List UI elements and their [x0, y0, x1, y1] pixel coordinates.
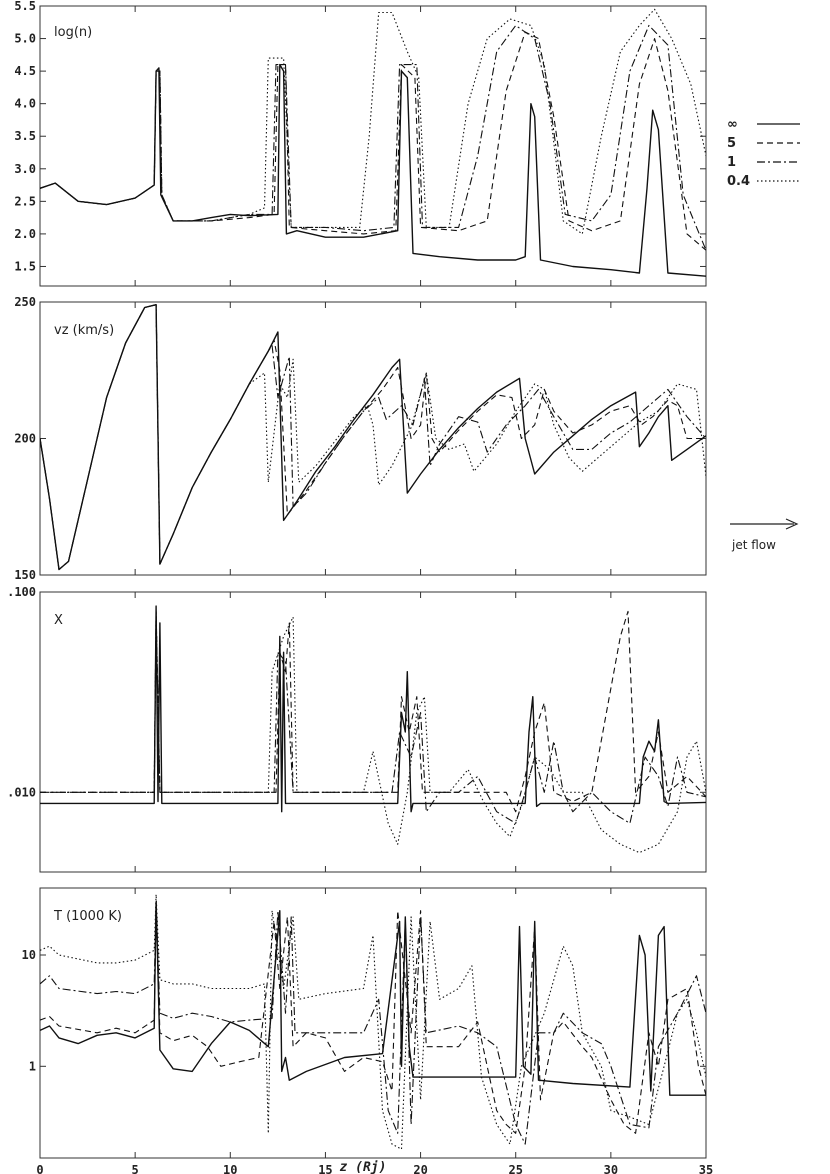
series-line-1 — [40, 616, 706, 824]
panel-frame — [39, 301, 707, 576]
y-tick-label: 4.0 — [14, 97, 36, 111]
legend: ∞ 5 1 0.4 — [727, 117, 800, 189]
y-tick-label: .100 — [7, 585, 36, 599]
series-line-1 — [40, 304, 706, 571]
legend-label: 0.4 — [727, 174, 750, 189]
y-tick-label: 3.5 — [14, 129, 36, 143]
panel-frame — [39, 887, 707, 1159]
panel-2: 150 200 250 vz (km/s) — [14, 295, 707, 582]
y-tick-label: 4.5 — [14, 64, 36, 78]
y-tick-label: 2.0 — [14, 227, 36, 241]
y-tick-label: 150 — [14, 568, 36, 582]
series-line-∞ — [40, 605, 706, 813]
series-line-5 — [40, 31, 706, 251]
panel-4: 1 10 T (1000 K) — [22, 887, 707, 1159]
series-line-0.4 — [40, 304, 706, 571]
series-line-0.4 — [40, 8, 706, 235]
series-line-0.4 — [40, 610, 706, 854]
series-line-∞ — [40, 63, 706, 277]
series-line-1 — [40, 24, 706, 251]
jet-flow-annotation: jet flow — [730, 518, 799, 552]
panel-label: X — [54, 613, 63, 628]
y-tick-label: 1.5 — [14, 259, 36, 273]
panel-label: log(n) — [54, 25, 92, 40]
x-tick-label: 25 — [508, 1163, 522, 1174]
y-tick-label: 2.5 — [14, 194, 36, 208]
y-tick-label: 3.0 — [14, 162, 36, 176]
x-tick-label: 0 — [36, 1163, 43, 1174]
x-tick-label: 5 — [132, 1163, 139, 1174]
y-tick-label: 250 — [14, 295, 36, 309]
y-tick-label: 5.5 — [14, 0, 36, 13]
x-tick-label: 30 — [604, 1163, 618, 1174]
y-tick-label: 10 — [22, 948, 36, 962]
x-tick-label: 10 — [223, 1163, 237, 1174]
series-line-5 — [40, 901, 706, 1134]
panel-label: vz (km/s) — [54, 323, 114, 338]
series-line-1 — [40, 901, 706, 1145]
legend-label: ∞ — [727, 117, 738, 132]
jet-flow-label: jet flow — [731, 538, 776, 552]
legend-label: 5 — [727, 136, 736, 151]
series-line-∞ — [40, 901, 706, 1096]
x-tick-label: 20 — [413, 1163, 427, 1174]
y-tick-label: 1 — [29, 1059, 36, 1073]
x-axis-label: z (Rj) — [340, 1160, 387, 1174]
legend-label: 1 — [727, 155, 736, 170]
y-tick-label: 200 — [14, 432, 36, 446]
panel-frame — [39, 591, 707, 873]
y-tick-label: .010 — [7, 785, 36, 799]
x-tick-label: 35 — [699, 1163, 713, 1174]
arrow-head-icon — [785, 518, 799, 530]
panel-label: T (1000 K) — [53, 909, 122, 924]
panel-1: 1.5 2.0 2.5 3.0 3.5 4.0 4.5 5.0 5.5 log(n) — [14, 0, 707, 287]
panel-frame — [39, 5, 707, 287]
x-tick-label: 15 — [318, 1163, 332, 1174]
series-line-0.4 — [40, 893, 706, 1150]
series-line-5 — [40, 610, 706, 813]
panel-3: .010 .100 X — [7, 585, 707, 873]
y-tick-label: 5.0 — [14, 32, 36, 46]
